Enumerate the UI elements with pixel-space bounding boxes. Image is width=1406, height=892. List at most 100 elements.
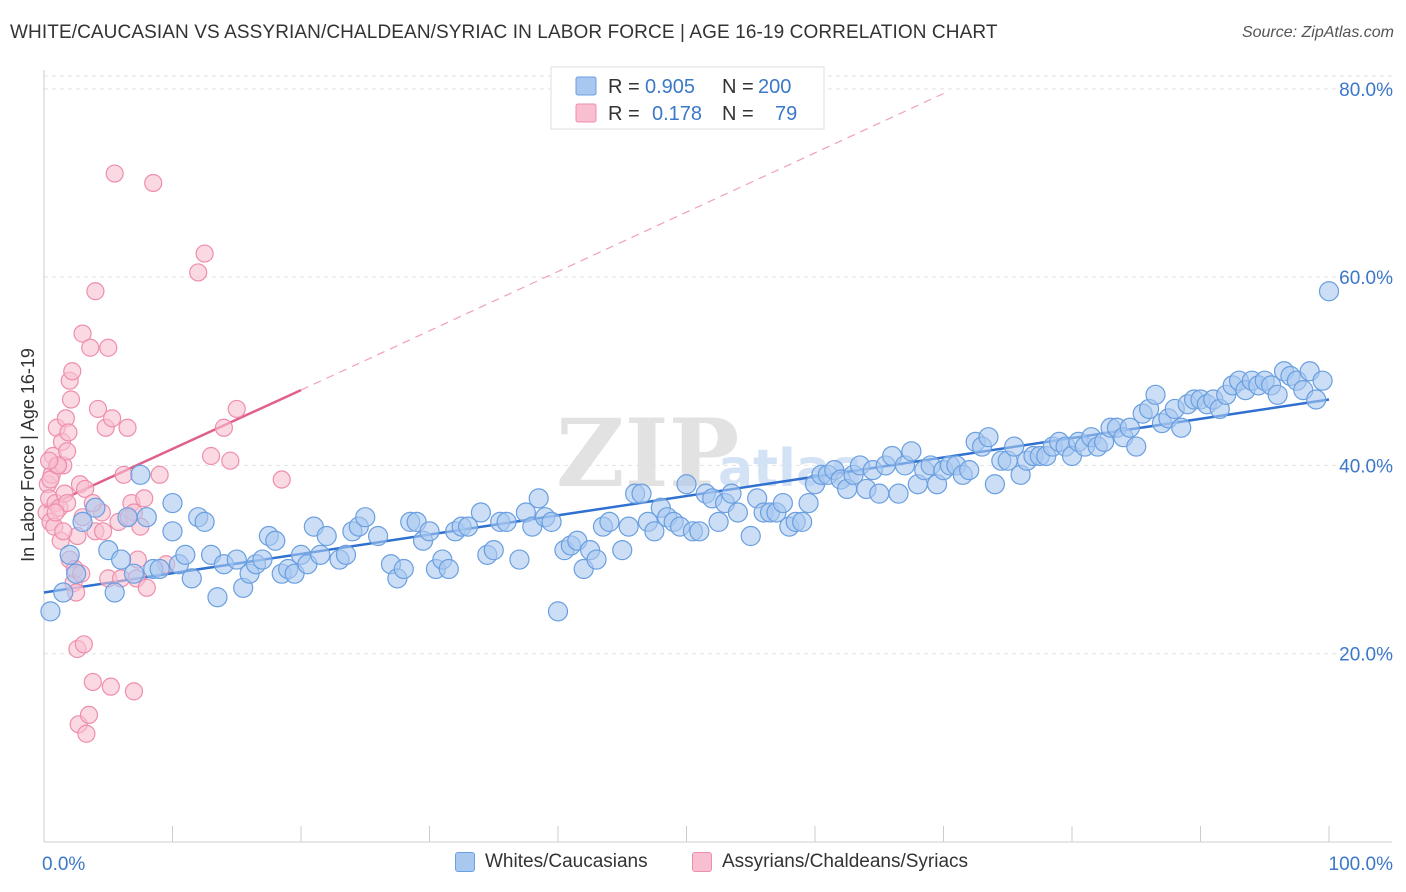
white-point <box>689 521 710 542</box>
white-point <box>1004 436 1025 457</box>
white-point <box>869 483 890 504</box>
white-point <box>252 549 273 570</box>
assyrian-point <box>124 682 144 701</box>
white-point <box>207 587 228 608</box>
white-point <box>104 582 125 603</box>
assyrian-point <box>118 418 137 437</box>
legend-r-label-2: R = <box>608 103 640 125</box>
white-point <box>123 563 145 584</box>
white-point <box>644 521 665 542</box>
y-tick-label: 40.0% <box>1339 456 1393 477</box>
white-point <box>483 540 504 561</box>
white-point <box>355 507 376 528</box>
white-point <box>721 483 742 504</box>
white-points <box>40 281 1340 622</box>
legend-item-assyrian[interactable]: Assyrians/Chaldeans/Syriacs <box>692 851 968 873</box>
assyrian-point <box>58 442 77 461</box>
white-point <box>509 549 530 570</box>
assyrian-point <box>114 465 133 484</box>
white-point <box>136 507 157 528</box>
white-point <box>888 483 909 504</box>
white-point <box>265 530 286 551</box>
white-swatch-icon <box>455 852 475 872</box>
white-point <box>772 492 793 514</box>
white-point <box>792 511 813 533</box>
assyrian-point <box>86 282 105 301</box>
assyrian-point <box>61 390 81 409</box>
white-point <box>419 521 440 542</box>
stats-legend: R = 0.905 N = 200 R = 0.178 N = 79 <box>550 66 825 130</box>
white-point <box>457 516 479 537</box>
legend-r-value-2: 0.178 <box>652 103 702 125</box>
assyrian-point <box>79 705 99 725</box>
assyrian-point <box>54 522 73 541</box>
legend-n-value-1: 200 <box>758 76 791 98</box>
legend-n-label-1: N = <box>722 76 754 98</box>
trend-lines <box>43 92 1330 594</box>
white-point <box>1312 370 1333 391</box>
assyrian-swatch-icon <box>692 852 712 872</box>
assyrian-point <box>59 423 78 442</box>
legend-swatch-assyrian <box>575 103 597 123</box>
white-point <box>59 544 80 565</box>
white-point <box>162 492 183 514</box>
tick-labels: 20.0% 40.0% 60.0% 80.0% 0.0% 100.0% <box>42 80 1393 875</box>
chart-title: WHITE/CAUCASIAN VS ASSYRIAN/CHALDEAN/SYR… <box>10 22 998 43</box>
assyrian-point <box>227 399 246 419</box>
assyrian-point <box>101 677 120 696</box>
legend-swatch-white <box>575 76 597 96</box>
white-point <box>117 507 138 528</box>
white-point <box>85 497 106 518</box>
assyrian-point <box>41 470 60 489</box>
assyrian-point <box>201 446 221 466</box>
white-point <box>901 441 922 462</box>
white-point <box>1171 417 1192 438</box>
assyrian-point <box>150 465 169 484</box>
white-point <box>393 558 414 580</box>
white-point <box>470 502 491 523</box>
assyrian-point <box>221 451 240 470</box>
white-point <box>978 427 999 448</box>
white-point <box>194 511 215 533</box>
white-point <box>959 460 980 481</box>
assyrian-point <box>81 338 100 357</box>
white-point <box>130 464 151 485</box>
white-point <box>1267 384 1288 405</box>
white-point <box>727 502 749 523</box>
assyrian-point <box>77 724 96 743</box>
assyrian-point <box>137 578 156 597</box>
white-point <box>1119 417 1140 438</box>
assyrian-point <box>40 451 59 470</box>
white-point <box>1318 281 1340 302</box>
white-point <box>53 582 74 603</box>
white-point <box>368 525 389 547</box>
white-point <box>984 474 1006 495</box>
assyrian-point <box>135 489 154 508</box>
white-point <box>1306 389 1327 410</box>
white-point <box>149 558 170 580</box>
y-tick-label: 20.0% <box>1339 645 1393 666</box>
legend-r-label-1: R = <box>608 76 640 98</box>
assyrian-point <box>94 522 113 541</box>
white-point <box>335 544 357 565</box>
white-point <box>438 558 459 580</box>
chart-source: Source: ZipAtlas.com <box>1241 24 1394 41</box>
white-point <box>618 516 639 537</box>
x-tick-label: 0.0% <box>42 854 85 875</box>
white-point <box>798 492 819 514</box>
assyrian-trend-extension <box>300 92 944 391</box>
white-point <box>175 544 196 565</box>
white-point <box>496 511 517 533</box>
white-point <box>676 474 697 495</box>
y-tick-label: 60.0% <box>1339 268 1393 289</box>
white-point <box>310 544 331 565</box>
assyrian-point <box>76 479 95 499</box>
legend-label-white: Whites/Caucasians <box>485 851 648 872</box>
legend-n-label-2: N = <box>722 103 754 125</box>
white-point <box>612 540 633 561</box>
legend-item-white[interactable]: Whites/Caucasians <box>455 851 648 873</box>
white-point <box>631 483 652 504</box>
assyrian-point <box>63 362 82 381</box>
assyrian-point <box>214 418 233 437</box>
